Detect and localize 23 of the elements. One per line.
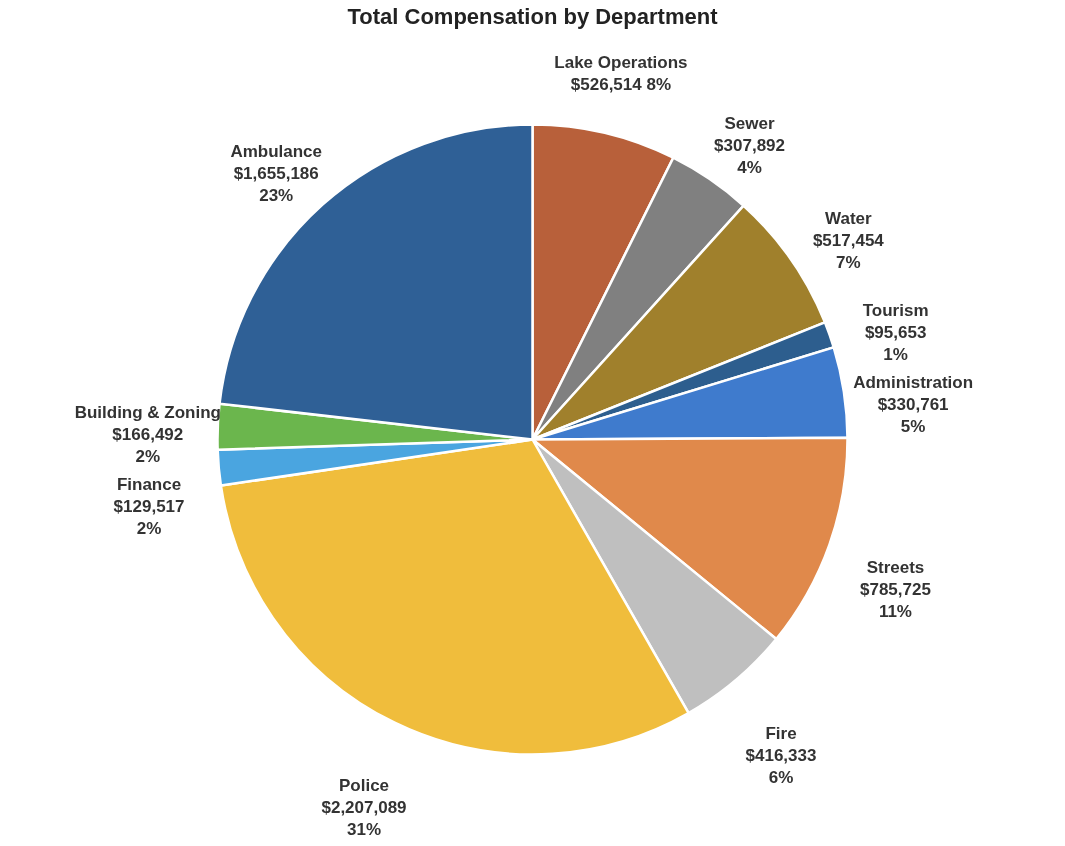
slice-label: Streets xyxy=(866,557,925,577)
slice-label: Water xyxy=(825,209,873,229)
slice-label: Lake Operations xyxy=(554,52,688,72)
data-label: $307,892 4% xyxy=(714,135,785,177)
data-label: $95,653 1% xyxy=(864,322,927,364)
data-label: $526,514 8% xyxy=(570,74,672,94)
data-label: $785,725 11% xyxy=(859,579,931,621)
slice-label: Ambulance xyxy=(230,142,323,162)
data-label: $129,517 2% xyxy=(113,496,185,538)
slice-label: Police xyxy=(338,775,390,795)
data-label: $517,454 7% xyxy=(812,231,885,273)
slice-label: Finance xyxy=(116,474,182,494)
chart-title: Total Compensation by Department xyxy=(347,4,719,29)
data-label: $166,492 2% xyxy=(112,424,184,466)
slice-label: Fire xyxy=(765,723,797,743)
slice-label: Sewer xyxy=(724,113,775,133)
slice-label: Tourism xyxy=(862,300,929,320)
data-label: $1,655,186 23% xyxy=(233,164,319,206)
data-label: $2,207,089 31% xyxy=(321,797,407,839)
slice-label: Building & Zoning xyxy=(74,402,221,422)
data-label: $416,333 6% xyxy=(745,745,817,787)
slice-label: Administration xyxy=(853,372,974,392)
data-label: $330,761 5% xyxy=(877,394,949,436)
